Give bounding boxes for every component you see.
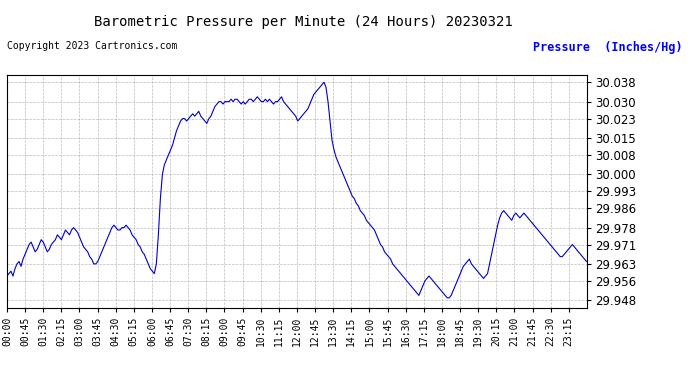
Text: Barometric Pressure per Minute (24 Hours) 20230321: Barometric Pressure per Minute (24 Hours… — [95, 15, 513, 29]
Text: Copyright 2023 Cartronics.com: Copyright 2023 Cartronics.com — [7, 41, 177, 51]
Text: Pressure  (Inches/Hg): Pressure (Inches/Hg) — [533, 41, 683, 54]
